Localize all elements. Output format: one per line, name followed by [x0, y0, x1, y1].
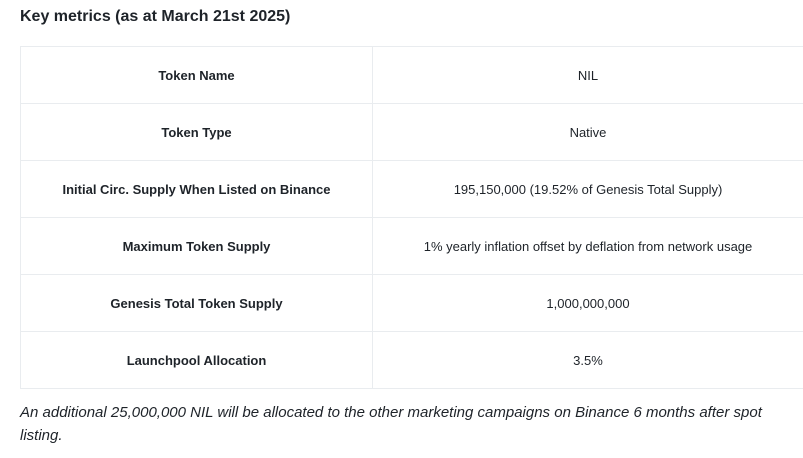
- metric-value-initial-circ-supply: 195,150,000 (19.52% of Genesis Total Sup…: [372, 160, 803, 218]
- metric-label-token-type: Token Type: [20, 103, 373, 161]
- metric-value-token-type: Native: [372, 103, 803, 161]
- metric-value-token-name: NIL: [372, 46, 803, 104]
- metric-label-genesis-total-supply: Genesis Total Token Supply: [20, 274, 373, 332]
- table-row: Token Type Native: [20, 103, 803, 161]
- table-row: Genesis Total Token Supply 1,000,000,000: [20, 274, 803, 332]
- metric-label-token-name: Token Name: [20, 46, 373, 104]
- footnote-text: An additional 25,000,000 NIL will be all…: [20, 404, 762, 444]
- metric-label-maximum-token-supply: Maximum Token Supply: [20, 217, 373, 275]
- key-metrics-table: Token Name NIL Token Type Native Initial…: [20, 46, 803, 389]
- table-row: Launchpool Allocation 3.5%: [20, 331, 803, 389]
- table-row: Initial Circ. Supply When Listed on Bina…: [20, 160, 803, 218]
- section-heading: Key metrics (as at March 21st 2025): [20, 8, 291, 25]
- metric-label-launchpool-allocation: Launchpool Allocation: [20, 331, 373, 389]
- metric-value-launchpool-allocation: 3.5%: [372, 331, 803, 389]
- metric-value-maximum-token-supply: 1% yearly inflation offset by deflation …: [372, 217, 803, 275]
- table-row: Maximum Token Supply 1% yearly inflation…: [20, 217, 803, 275]
- table-row: Token Name NIL: [20, 46, 803, 104]
- metric-label-initial-circ-supply: Initial Circ. Supply When Listed on Bina…: [20, 160, 373, 218]
- metric-value-genesis-total-supply: 1,000,000,000: [372, 274, 803, 332]
